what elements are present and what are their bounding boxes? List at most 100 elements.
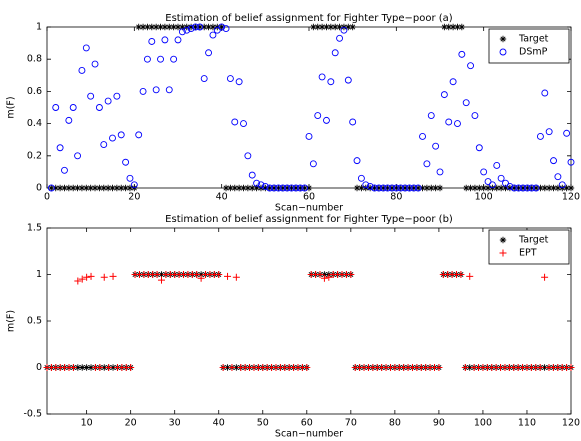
marker [87, 184, 94, 192]
marker [497, 184, 505, 192]
marker [541, 273, 549, 281]
marker [161, 36, 169, 44]
marker [130, 181, 138, 189]
legend-label: EPT [519, 248, 537, 259]
marker [69, 104, 77, 111]
y-tick-label: 0 [36, 183, 42, 194]
marker [56, 144, 64, 152]
marker [554, 184, 562, 192]
marker [458, 23, 466, 31]
marker [303, 364, 311, 371]
marker [316, 271, 324, 278]
x-tick-label: 40 [213, 418, 225, 429]
marker [231, 118, 239, 126]
marker [161, 23, 169, 31]
marker [323, 23, 330, 31]
marker [471, 112, 479, 120]
x-tick-label: 100 [475, 192, 493, 203]
marker [100, 184, 107, 192]
marker [345, 23, 352, 31]
marker [249, 184, 256, 192]
marker [457, 271, 465, 278]
marker [70, 184, 77, 192]
marker [419, 184, 426, 192]
marker [297, 184, 304, 192]
legend-box [488, 229, 570, 265]
marker [320, 274, 328, 282]
y-tick-label: 0.4 [27, 118, 42, 129]
marker [209, 23, 217, 31]
x-axis-label: Scan−number [275, 429, 343, 440]
y-axis-label: m(F) [6, 310, 17, 332]
marker [192, 23, 199, 31]
x-tick-label: 120 [562, 192, 580, 203]
marker [253, 179, 261, 187]
marker [95, 104, 103, 111]
marker [200, 75, 208, 82]
marker [541, 364, 548, 371]
marker [101, 364, 108, 371]
marker [78, 67, 86, 74]
marker [545, 128, 553, 136]
marker [318, 73, 326, 81]
marker [100, 141, 108, 148]
marker [82, 44, 90, 52]
marker [192, 23, 199, 31]
marker [371, 184, 378, 192]
marker [340, 26, 348, 34]
marker [554, 173, 562, 181]
marker [550, 184, 557, 192]
marker [224, 364, 231, 371]
marker [226, 75, 234, 82]
y-axis-label: m(F) [6, 96, 17, 118]
marker [205, 49, 213, 57]
marker [536, 133, 544, 140]
marker [445, 118, 453, 126]
marker [314, 112, 322, 120]
marker [126, 184, 134, 192]
marker [104, 184, 112, 192]
marker [235, 78, 243, 86]
marker [79, 364, 86, 371]
marker [91, 184, 99, 192]
marker [127, 364, 135, 371]
y-tick-label: 1 [36, 22, 42, 33]
marker [523, 184, 531, 192]
marker [397, 184, 405, 192]
marker [476, 184, 483, 192]
marker [174, 36, 182, 44]
y-tick-label: 1 [36, 269, 42, 280]
marker [506, 182, 514, 190]
marker [74, 277, 82, 285]
marker [122, 184, 129, 192]
marker [153, 271, 161, 278]
marker [96, 364, 104, 371]
marker [484, 178, 492, 186]
x-tick-label: 10 [81, 418, 93, 429]
marker [187, 25, 195, 33]
marker [288, 184, 295, 192]
plot-area [46, 227, 572, 415]
marker [148, 38, 156, 45]
marker [405, 184, 413, 192]
y-tick-label: 0 [36, 362, 42, 373]
marker [279, 184, 286, 192]
marker [118, 184, 125, 192]
marker [100, 273, 108, 281]
marker [201, 23, 208, 31]
marker [366, 182, 374, 190]
x-tick-label: 30 [169, 418, 181, 429]
marker [301, 184, 309, 192]
marker [152, 86, 160, 94]
marker [215, 271, 223, 278]
marker [327, 23, 335, 31]
marker [47, 184, 55, 192]
marker [384, 184, 391, 192]
marker [563, 129, 571, 137]
marker [318, 23, 326, 31]
x-tick-label: 110 [518, 418, 536, 429]
marker [332, 23, 339, 31]
marker [436, 184, 444, 192]
marker [502, 179, 509, 187]
